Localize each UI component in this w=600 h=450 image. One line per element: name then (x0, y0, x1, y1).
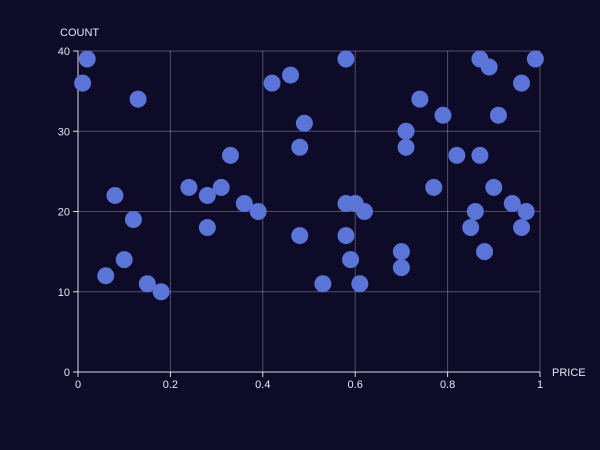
data-point (480, 58, 498, 76)
data-point (392, 259, 410, 277)
data-point (198, 186, 216, 204)
data-point (249, 203, 267, 220)
y-tick-label: 10 (58, 287, 70, 299)
data-point (392, 243, 410, 261)
y-tick-label: 0 (64, 367, 70, 379)
data-point (411, 90, 429, 108)
x-tick-label: 0.2 (163, 379, 178, 391)
y-axis-label: COUNT (60, 27, 99, 39)
data-point (476, 243, 494, 261)
data-point (462, 219, 480, 237)
data-point (282, 66, 300, 84)
data-point (198, 219, 216, 237)
data-points (74, 50, 544, 301)
data-point (355, 203, 373, 220)
x-tick-label: 0.8 (440, 379, 455, 391)
data-point (124, 211, 142, 229)
data-point (434, 106, 452, 124)
data-point (471, 146, 489, 164)
data-point (212, 178, 230, 196)
data-point (526, 50, 544, 68)
data-point (513, 74, 531, 92)
x-tick-label: 0.4 (255, 379, 270, 391)
data-point (337, 50, 355, 68)
data-point (342, 251, 360, 269)
x-tick-label: 0.6 (348, 379, 363, 391)
data-point (97, 267, 115, 285)
data-point (295, 114, 313, 132)
data-point (397, 138, 415, 156)
data-point (489, 106, 507, 124)
y-tick-label: 20 (58, 207, 70, 219)
data-point (263, 74, 281, 92)
data-point (337, 227, 355, 245)
data-point (106, 186, 124, 204)
data-point (485, 178, 503, 196)
y-tick-label: 30 (58, 126, 70, 138)
data-point (466, 203, 484, 220)
data-point (513, 219, 531, 237)
data-point (78, 50, 96, 68)
data-point (129, 90, 147, 108)
data-point (397, 122, 415, 140)
data-point (115, 251, 133, 269)
data-point (138, 275, 156, 293)
data-point (448, 146, 466, 164)
data-point (291, 138, 309, 156)
data-point (235, 194, 253, 212)
x-tick-label: 0 (75, 379, 81, 391)
data-point (152, 283, 170, 301)
y-tick-label: 40 (58, 46, 70, 58)
data-point (291, 227, 309, 245)
x-tick-label: 1 (537, 379, 543, 391)
data-point (425, 178, 443, 196)
data-point (74, 74, 92, 92)
data-point (517, 203, 535, 220)
data-point (351, 275, 369, 293)
x-axis-label: PRICE (552, 367, 586, 379)
axes (73, 50, 541, 377)
data-point (221, 146, 239, 164)
data-point (180, 178, 198, 196)
data-point (503, 194, 521, 212)
data-point (314, 275, 332, 293)
